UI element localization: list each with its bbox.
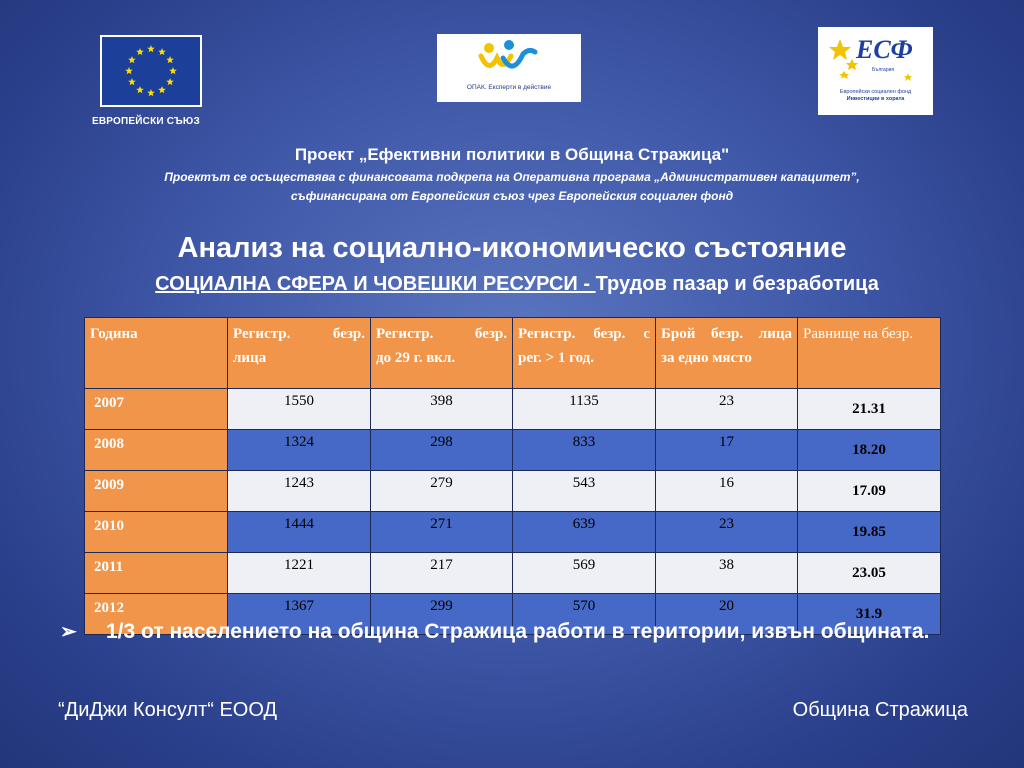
value-cell: 1243 xyxy=(227,470,371,512)
footer-municipality: Община Стражица xyxy=(792,699,968,721)
opak-logo-text: ОПАК. Експерти в действие xyxy=(466,84,552,91)
table-row: 2012 1367 299 570 20 31.9 xyxy=(84,593,941,635)
eu-caption: ЕВРОПЕЙСКИ СЪЮЗ xyxy=(92,116,200,127)
header-registered-under-29: Регистр. безр. до 29 г. вкл. xyxy=(370,317,513,389)
section-subtitle: СОЦИАЛНА СФЕРА И ЧОВЕШКИ РЕСУРСИ - Трудо… xyxy=(0,273,1024,296)
project-subtitle-line1: Проектът се осъществява с финансовата по… xyxy=(164,170,860,184)
value-cell: 1550 xyxy=(227,388,371,430)
rate-cell: 17.09 xyxy=(797,470,941,512)
esf-country: България xyxy=(872,67,895,73)
eu-stars-icon xyxy=(125,45,177,97)
value-cell: 570 xyxy=(512,593,656,635)
value-cell: 17 xyxy=(655,429,798,471)
table-row: 2010 1444 271 639 23 19.85 xyxy=(84,511,941,553)
value-cell: 398 xyxy=(370,388,513,430)
value-cell: 1367 xyxy=(227,593,371,635)
value-cell: 639 xyxy=(512,511,656,553)
year-cell: 2011 xyxy=(84,552,228,594)
header-unemployment-rate: Равнище на безр. xyxy=(797,317,941,389)
value-cell: 543 xyxy=(512,470,656,512)
table-row: 2009 1243 279 543 16 17.09 xyxy=(84,470,941,512)
rate-cell: 23.05 xyxy=(797,552,941,594)
table-header-row: Година Регистр. безр. лица Регистр. безр.… xyxy=(84,317,941,389)
eu-flag-logo xyxy=(100,35,202,107)
value-cell: 38 xyxy=(655,552,798,594)
year-cell: 2008 xyxy=(84,429,228,471)
header-year: Година xyxy=(84,317,228,389)
header-unemployed-per-place: Брой безр. лица за едно място xyxy=(655,317,798,389)
rate-cell: 21.31 xyxy=(797,388,941,430)
bullet-text: 1/3 от населението на община Стражица ра… xyxy=(106,620,930,643)
unemployment-table: Година Регистр. безр. лица Регистр. безр.… xyxy=(84,317,941,635)
project-title: Проект „Ефективни политики в Община Стра… xyxy=(294,145,730,164)
value-cell: 16 xyxy=(655,470,798,512)
esf-line2: Инвестиции в хората xyxy=(846,96,905,102)
project-subtitle-line2: съфинансирана от Европейския съюз чрез Е… xyxy=(290,189,734,203)
year-cell: 2010 xyxy=(84,511,228,553)
year-cell: 2009 xyxy=(84,470,228,512)
esf-stars-icon xyxy=(829,39,912,81)
rate-cell: 18.20 xyxy=(797,429,941,471)
esf-line1: Европейски социален фонд xyxy=(839,89,912,95)
footer-company: “ДиДжи Консулт“ ЕООД xyxy=(58,699,278,721)
value-cell: 23 xyxy=(655,388,798,430)
section-subtitle-rest: Трудов пазар и безработица xyxy=(595,273,879,295)
value-cell: 20 xyxy=(655,593,798,635)
section-subtitle-underlined: СОЦИАЛНА СФЕРА И ЧОВЕШКИ РЕСУРСИ - xyxy=(155,273,596,295)
value-cell: 1444 xyxy=(227,511,371,553)
esf-mark: ЕСФ xyxy=(856,35,913,64)
year-cell: 2007 xyxy=(84,388,228,430)
opak-logo: ОПАК. Експерти в действие xyxy=(437,34,581,102)
table-row: 2008 1324 298 833 17 18.20 xyxy=(84,429,941,471)
value-cell: 279 xyxy=(370,470,513,512)
rate-cell: 31.9 xyxy=(797,593,941,635)
header-registered: Регистр. безр. лица xyxy=(227,317,371,389)
value-cell: 271 xyxy=(370,511,513,553)
value-cell: 23 xyxy=(655,511,798,553)
value-cell: 1324 xyxy=(227,429,371,471)
value-cell: 298 xyxy=(370,429,513,471)
value-cell: 569 xyxy=(512,552,656,594)
esf-logo: ЕСФ България Европейски социален фонд Ин… xyxy=(818,27,933,115)
opak-people-icon xyxy=(478,40,538,69)
header-registered-over-1-year: Регистр. безр. с рег. > 1 год. xyxy=(512,317,656,389)
table-row: 2007 1550 398 1135 23 21.31 xyxy=(84,388,941,430)
value-cell: 217 xyxy=(370,552,513,594)
rate-cell: 19.85 xyxy=(797,511,941,553)
value-cell: 299 xyxy=(370,593,513,635)
year-cell: 2012 xyxy=(84,593,228,635)
value-cell: 1135 xyxy=(512,388,656,430)
value-cell: 1221 xyxy=(227,552,371,594)
main-title: Анализ на социално-икономическо състояни… xyxy=(177,232,847,264)
value-cell: 833 xyxy=(512,429,656,471)
arrow-bullet-icon: ➢ xyxy=(60,621,77,643)
table-row: 2011 1221 217 569 38 23.05 xyxy=(84,552,941,594)
